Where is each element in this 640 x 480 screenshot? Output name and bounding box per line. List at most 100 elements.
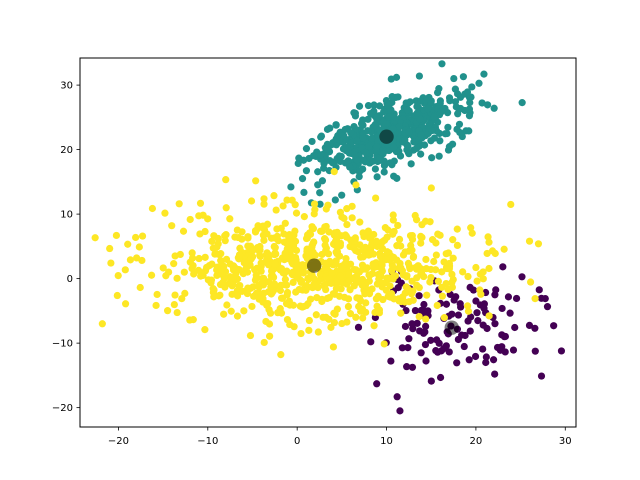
cluster-1-point <box>394 128 402 137</box>
cluster-0-point <box>466 283 474 291</box>
cluster-2-point <box>283 267 291 275</box>
cluster-1-point <box>466 98 474 107</box>
x-axis: −20 −10 0 10 20 30 <box>108 427 572 447</box>
cluster-0-point <box>491 320 499 328</box>
cluster-2-point <box>412 216 421 224</box>
cluster-0-point <box>387 357 395 365</box>
cluster-1-point <box>295 154 303 162</box>
cluster-2-point <box>258 279 266 287</box>
cluster-2-point <box>133 254 141 262</box>
cluster-1-point <box>480 70 488 78</box>
cluster-2-point <box>222 204 230 212</box>
cluster-0-point <box>466 327 474 335</box>
cluster-2-point <box>479 275 487 283</box>
cluster-2-point <box>227 307 235 315</box>
x-tick-label: −10 <box>197 436 218 447</box>
cluster-2-point <box>180 268 188 276</box>
cluster-2-point <box>291 237 300 245</box>
cluster-2-point <box>405 298 413 306</box>
cluster-2-point <box>246 331 255 340</box>
cluster-2-point <box>500 245 508 253</box>
cluster-1-point <box>401 136 409 144</box>
centroid-marker-2 <box>306 258 322 273</box>
x-tick-label: 0 <box>294 436 300 447</box>
cluster-2-point <box>260 195 268 203</box>
cluster-2-point <box>330 318 339 327</box>
cluster-2-point <box>292 288 300 296</box>
cluster-2-point <box>179 227 188 235</box>
cluster-1-point <box>413 109 421 117</box>
cluster-2-point <box>121 300 130 308</box>
cluster-2-point <box>208 260 216 268</box>
cluster-2-point <box>449 236 457 244</box>
cluster-1-point <box>369 157 377 165</box>
cluster-2-point <box>440 314 448 322</box>
cluster-0-point <box>491 291 499 299</box>
cluster-1-point <box>490 104 498 112</box>
cluster-2-point <box>233 292 242 300</box>
cluster-0-point <box>458 331 466 339</box>
cluster-1-point <box>346 163 354 171</box>
cluster-2-point <box>188 264 196 273</box>
cluster-1-point <box>380 108 388 116</box>
cluster-2-point <box>413 274 421 282</box>
cluster-1-point <box>353 137 361 145</box>
cluster-1-point <box>455 120 464 128</box>
cluster-0-point <box>506 309 514 317</box>
cluster-2-point <box>278 294 286 302</box>
cluster-1-point <box>379 150 387 158</box>
cluster-1-point <box>405 150 413 158</box>
cluster-2-point <box>375 309 384 317</box>
cluster-1-point <box>417 150 425 158</box>
cluster-0-point <box>472 297 480 305</box>
cluster-2-point <box>159 264 167 272</box>
cluster-0-point <box>474 316 482 325</box>
cluster-2-point <box>397 242 405 250</box>
cluster-2-point <box>356 241 364 249</box>
cluster-2-point <box>330 168 338 176</box>
y-tick-label: −20 <box>52 403 73 414</box>
cluster-2-point <box>126 256 135 264</box>
cluster-2-point <box>464 307 473 315</box>
cluster-2-point <box>483 249 491 258</box>
cluster-1-point <box>430 134 439 142</box>
cluster-2-point <box>359 314 367 322</box>
cluster-2-point <box>355 302 363 311</box>
cluster-0-point <box>543 303 552 311</box>
cluster-2-point <box>383 248 391 256</box>
cluster-1-point <box>364 127 372 135</box>
cluster-1-point <box>385 101 393 109</box>
cluster-2-point <box>244 242 252 250</box>
cluster-0-point <box>453 359 461 367</box>
cluster-2-point <box>210 293 218 301</box>
cluster-1-point <box>386 159 394 167</box>
cluster-2-point <box>281 281 289 289</box>
cluster-0-point <box>511 323 519 332</box>
cluster-2-point <box>273 225 281 233</box>
cluster-2-point <box>332 285 340 293</box>
cluster-1-point <box>338 191 346 199</box>
cluster-2-point <box>422 255 430 264</box>
cluster-2-point <box>255 295 263 303</box>
x-tick-label: 10 <box>380 436 393 447</box>
cluster-0-point <box>535 286 543 294</box>
cluster-2-point <box>403 272 411 280</box>
cluster-2-point <box>228 290 236 298</box>
cluster-2-point <box>382 256 390 264</box>
cluster-0-point <box>373 380 381 388</box>
cluster-2-point <box>344 302 352 311</box>
cluster-2-point <box>445 265 453 273</box>
cluster-2-point <box>335 252 344 260</box>
cluster-2-point <box>270 192 278 200</box>
cluster-2-point <box>267 267 276 275</box>
cluster-2-point <box>297 329 305 338</box>
cluster-2-point <box>171 252 179 260</box>
cluster-2-point <box>220 310 228 318</box>
cluster-1-point <box>454 110 462 118</box>
cluster-2-point <box>339 279 347 287</box>
cluster-2-point <box>201 227 209 236</box>
cluster-1-point <box>459 73 467 81</box>
cluster-2-point <box>305 316 313 325</box>
cluster-2-point <box>389 216 397 224</box>
cluster-2-point <box>249 246 257 255</box>
